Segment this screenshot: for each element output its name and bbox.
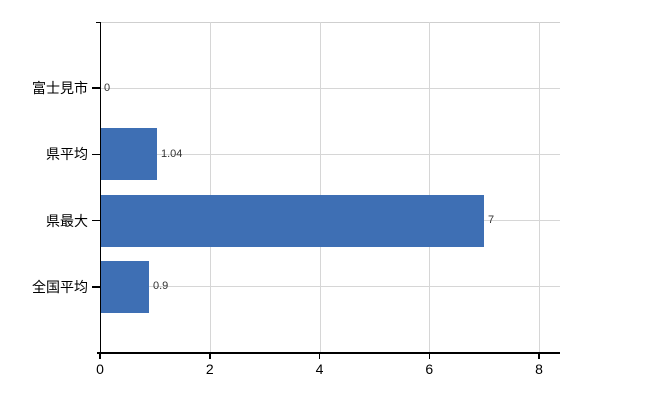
x-tick-label: 6 [425,361,434,377]
bar [101,261,149,313]
x-gridline [539,22,540,353]
x-gridline [209,22,211,353]
category-label: 全国平均 [32,279,88,295]
x-gridline [319,22,321,353]
bar [101,195,484,247]
plot-top-border [100,22,560,23]
x-tick-mark [318,353,321,359]
x-tick-mark [428,353,430,359]
y-tick-mark [92,153,100,156]
category-label: 県最大 [46,213,88,229]
x-axis-line [97,352,560,354]
x-tick-label: 4 [315,361,324,377]
y-tick-mark [92,219,100,222]
bar-value-label: 0 [104,82,111,94]
category-gridline [100,153,560,155]
y-tick-mark [92,286,100,288]
bar-value-label: 7 [488,214,495,226]
y-tick-mark [96,21,101,23]
category-label: 富士見市 [32,80,88,96]
x-tick-label: 8 [535,361,543,377]
x-tick-label: 2 [205,361,214,377]
x-tick-label: 0 [96,361,104,377]
category-gridline [100,286,560,288]
bar-value-label: 0.9 [153,280,169,292]
y-tick-mark [92,87,100,89]
bar-value-label: 1.04 [161,148,183,160]
y-axis-line [99,22,101,353]
x-tick-mark [538,353,540,359]
x-tick-mark [209,353,211,359]
category-gridline [100,87,560,89]
category-label: 県平均 [46,146,88,162]
x-gridline [429,22,431,353]
x-tick-mark [99,353,101,359]
bar [101,128,157,180]
